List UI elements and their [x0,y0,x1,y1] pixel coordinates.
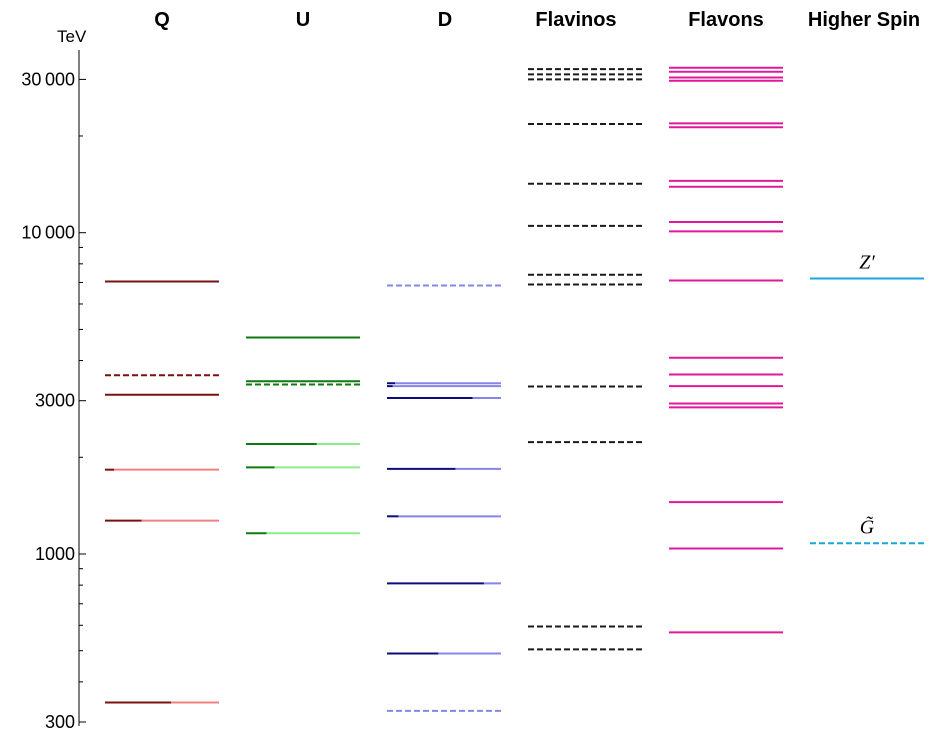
column-header-d: D [438,9,452,31]
y-tick-label: 1000 [35,544,75,564]
y-tick-label: 30 000 [21,69,75,89]
level-lines [105,66,924,712]
higher-spin-label: G̃ [860,515,875,538]
y-axis-unit-label: TeV [57,27,87,46]
spin-labels: Z′ G̃ [859,252,875,539]
column-header-q: Q [154,9,170,31]
y-tick-label: 3000 [35,391,75,411]
higher-spin-label: Z′ [859,252,875,274]
y-ticks: 300 1000 3000 10 000 30 000 [21,69,86,732]
y-tick-label: 300 [45,712,75,732]
column-header-flavons: Flavons [688,9,764,31]
column-header-higherspin: Higher Spin [808,9,920,31]
column-header-u: U [296,9,310,31]
column-headers: Q U D Flavinos Flavons Higher Spin [154,9,920,31]
y-axis: TeV [57,27,87,726]
column-header-flavinos: Flavinos [535,9,616,31]
y-tick-label: 10 000 [21,223,75,243]
